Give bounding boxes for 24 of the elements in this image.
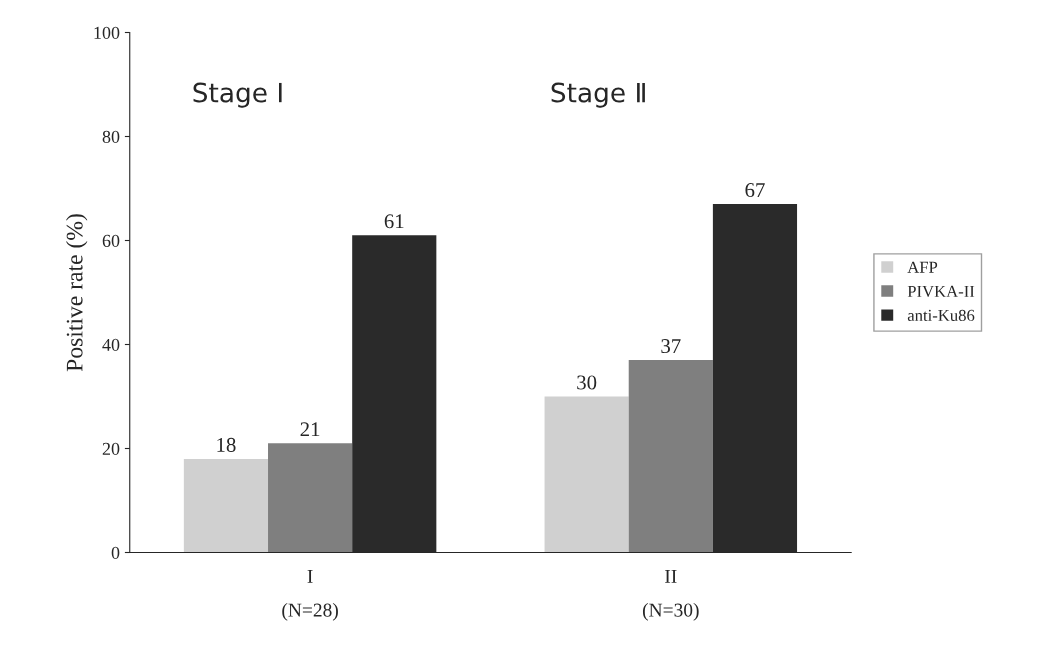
legend-label: PIVKA-II [907,285,975,298]
y-tick-label: 0 [111,546,120,559]
y-tick-label: 60 [102,234,120,247]
data-label: 61 [384,214,404,229]
data-label: 21 [300,422,320,437]
x-tick-label: II (N=30) [642,569,699,621]
y-axis-title: Positive rate (%) [65,214,88,372]
data-label: 18 [217,437,236,452]
bar [628,360,713,553]
data-label: 30 [577,375,597,390]
bar [268,443,353,553]
legend-label: AFP [907,261,938,273]
y-tick-label: 80 [102,130,120,143]
bar [183,458,269,553]
y-tick-label: 100 [94,26,120,39]
bar [544,396,629,553]
y-tick-label: 20 [102,442,120,455]
data-label: 37 [661,339,681,354]
legend-label: anti-Ku86 [907,309,975,322]
annotation: Stage Ⅰ [193,82,282,108]
x-tick-label: I (N=28) [282,569,338,621]
y-tick-label: 40 [102,338,120,351]
data-label: 67 [745,183,765,198]
annotation: Stage Ⅱ [551,82,645,108]
